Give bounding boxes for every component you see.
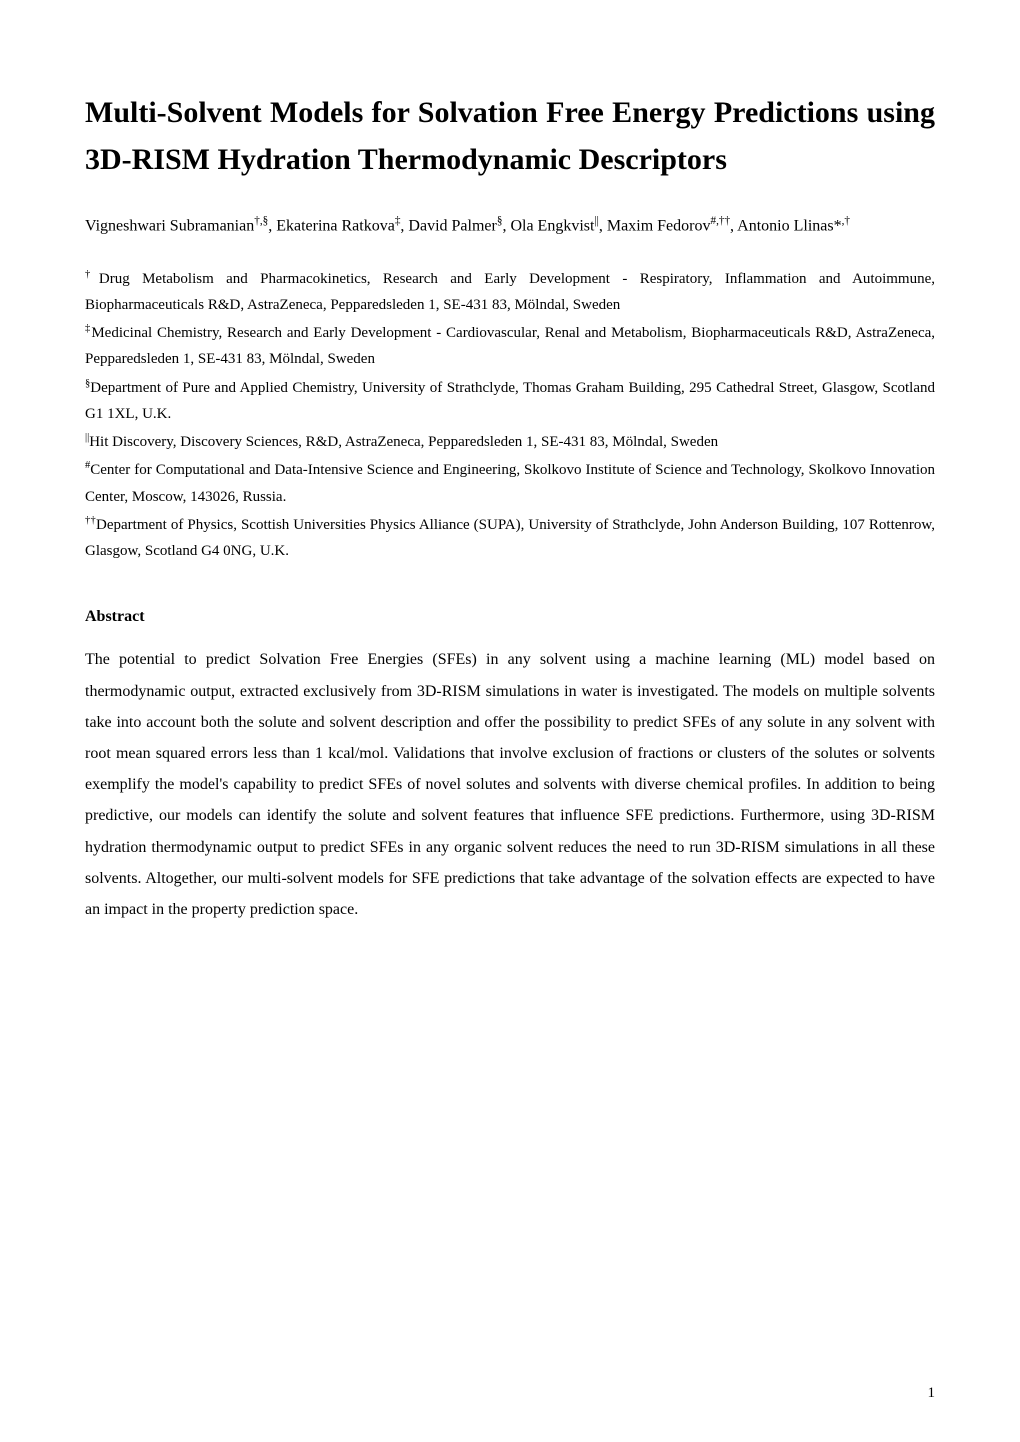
affiliation-marker: †† [85, 515, 96, 526]
affiliation-marker: † [85, 269, 99, 280]
affiliation: #Center for Computational and Data-Inten… [85, 457, 935, 510]
page-number: 1 [928, 1385, 936, 1402]
affiliation: ††Department of Physics, Scottish Univer… [85, 512, 935, 565]
authors-line: Vigneshwari Subramanian†,§, Ekaterina Ra… [85, 211, 935, 242]
affiliation: ‡Medicinal Chemistry, Research and Early… [85, 320, 935, 373]
affiliation: ||Hit Discovery, Discovery Sciences, R&D… [85, 429, 935, 455]
affiliation: †Drug Metabolism and Pharmacokinetics, R… [85, 266, 935, 319]
affiliation-text: Hit Discovery, Discovery Sciences, R&D, … [89, 434, 718, 450]
affiliation-text: Drug Metabolism and Pharmacokinetics, Re… [85, 271, 935, 313]
affiliation-text: Center for Computational and Data-Intens… [85, 462, 935, 504]
affiliation-text: Medicinal Chemistry, Research and Early … [85, 325, 935, 367]
affiliation: §Department of Pure and Applied Chemistr… [85, 375, 935, 428]
affiliation-text: Department of Physics, Scottish Universi… [85, 517, 935, 559]
affiliations-block: †Drug Metabolism and Pharmacokinetics, R… [85, 266, 935, 565]
affiliation-text: Department of Pure and Applied Chemistry… [85, 380, 935, 422]
paper-title: Multi-Solvent Models for Solvation Free … [85, 90, 935, 183]
abstract-heading: Abstract [85, 608, 935, 626]
abstract-body: The potential to predict Solvation Free … [85, 644, 935, 925]
